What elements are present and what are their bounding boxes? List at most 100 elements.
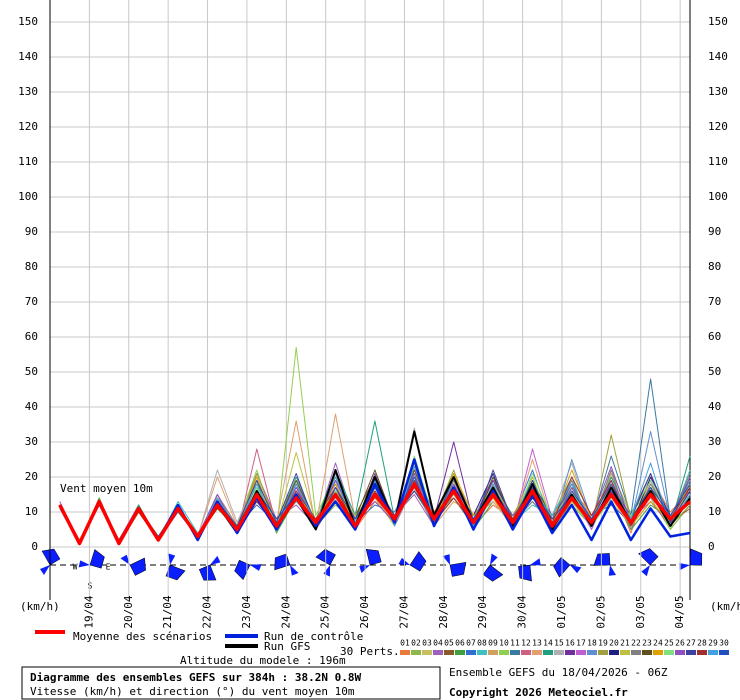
rose-wedge <box>41 548 61 566</box>
y-tick-label-right: 150 <box>708 15 728 28</box>
legend-label: 27 <box>686 639 696 648</box>
x-tick-label: 04/05 <box>673 595 686 628</box>
x-tick-label: 01/05 <box>555 595 568 628</box>
wind-rose <box>442 554 467 577</box>
y-tick-label: 140 <box>18 50 38 63</box>
rose-wedge <box>530 558 541 566</box>
wind-rose <box>165 553 186 581</box>
y-tick-label-right: 100 <box>708 190 728 203</box>
y-tick-label-right: 40 <box>708 400 721 413</box>
y-tick-label: 120 <box>18 120 38 133</box>
legend-swatch <box>488 650 498 655</box>
rose-wedge <box>442 554 450 565</box>
rose-wedge <box>234 559 251 581</box>
legend-swatch <box>565 650 575 655</box>
legend-label: 09 <box>488 639 498 648</box>
y-tick-label-right: 120 <box>708 120 728 133</box>
legend-label: 25 <box>664 639 674 648</box>
y-tick-label: 150 <box>18 15 38 28</box>
y-tick-label: 50 <box>25 365 38 378</box>
rose-wedge <box>210 555 221 565</box>
x-tick-label: 24/04 <box>279 595 292 628</box>
copyright: Copyright 2026 Meteociel.fr <box>449 686 628 699</box>
y-tick-label: 20 <box>25 470 38 483</box>
legend-swatch <box>477 650 487 655</box>
rose-wedge <box>490 553 498 565</box>
rose-wedge <box>78 560 90 568</box>
y-tick-label-right: 20 <box>708 470 721 483</box>
legend-swatch <box>664 650 674 655</box>
legend-swatch <box>719 650 729 655</box>
x-tick-label: 28/04 <box>437 595 450 628</box>
rose-wedge <box>679 563 690 571</box>
y-unit-right: (km/h) <box>710 600 740 613</box>
rose-wedge <box>365 549 382 566</box>
rose-wedge <box>482 564 504 582</box>
legend-swatch <box>521 650 531 655</box>
annotation: Vent moyen 10m <box>60 482 153 495</box>
legend-swatch <box>543 650 553 655</box>
legend-swatch <box>466 650 476 655</box>
y-tick-label-right: 90 <box>708 225 721 238</box>
rose-wedge <box>120 554 130 565</box>
run-info: Ensemble GEFS du 18/04/2026 - 06Z <box>449 666 668 679</box>
legend-swatch <box>675 650 685 655</box>
rose-wedge <box>89 549 105 569</box>
legend-swatch <box>510 650 520 655</box>
legend-swatch <box>686 650 696 655</box>
legend-label: Moyenne des scénarios <box>73 630 212 643</box>
x-tick-label: 25/04 <box>319 595 332 628</box>
legend-label: 23 <box>642 639 652 648</box>
x-tick-label: 26/04 <box>358 595 371 628</box>
legend-label: 19 <box>598 639 608 648</box>
y-tick-label-right: 130 <box>708 85 728 98</box>
x-tick-label: 03/05 <box>634 595 647 628</box>
legend-label: 21 <box>620 639 630 648</box>
x-tick-label: 30/04 <box>516 595 529 628</box>
legend-label: 26 <box>675 639 685 648</box>
y-tick-label-right: 70 <box>708 295 721 308</box>
y-tick-label-right: 60 <box>708 330 721 343</box>
legend-swatch <box>631 650 641 655</box>
rose-wedge <box>409 551 427 572</box>
legend-label: 14 <box>543 639 553 648</box>
x-tick-label: 21/04 <box>161 595 174 628</box>
chart-title: Diagramme des ensembles GEFS sur 384h : … <box>30 671 362 684</box>
rose-wedge <box>449 561 467 577</box>
wind-rose <box>40 548 61 575</box>
x-tick-label: 27/04 <box>397 595 410 628</box>
y-unit-left: (km/h) <box>20 600 60 613</box>
legend-label: 02 <box>411 639 421 648</box>
legend-label: 18 <box>587 639 597 648</box>
rose-label: E <box>106 563 111 572</box>
legend-label: 05 <box>444 639 454 648</box>
legend-label: 13 <box>532 639 542 648</box>
legend-swatch <box>554 650 564 655</box>
legend-swatch <box>576 650 586 655</box>
chart-subtitle: Vitesse (km/h) et direction (°) du vent … <box>30 685 355 698</box>
legend-swatch <box>422 650 432 655</box>
y-tick-label: 130 <box>18 85 38 98</box>
legend-swatch <box>653 650 663 655</box>
wind-rose <box>234 559 262 581</box>
legend-label: 01 <box>400 639 410 648</box>
legend-label: 11 <box>510 639 520 648</box>
legend-label: Run de contrôle <box>264 630 363 643</box>
y-tick-label: 0 <box>31 540 38 553</box>
wind-rose <box>120 554 146 576</box>
legend-label: Run GFS <box>264 640 310 653</box>
perts-label: 30 Perts. <box>340 645 400 658</box>
legend-label: 03 <box>422 639 432 648</box>
legend-swatch <box>499 650 509 655</box>
rose-wedge <box>570 565 582 574</box>
rose-wedge <box>250 564 262 571</box>
legend-label: 22 <box>631 639 641 648</box>
y-tick-label: 30 <box>25 435 38 448</box>
legend-swatch <box>642 650 652 655</box>
legend-label: 12 <box>521 639 531 648</box>
rose-label: W <box>73 563 78 572</box>
legend-label: 29 <box>708 639 718 648</box>
wind-rose <box>679 548 703 571</box>
y-tick-label: 60 <box>25 330 38 343</box>
